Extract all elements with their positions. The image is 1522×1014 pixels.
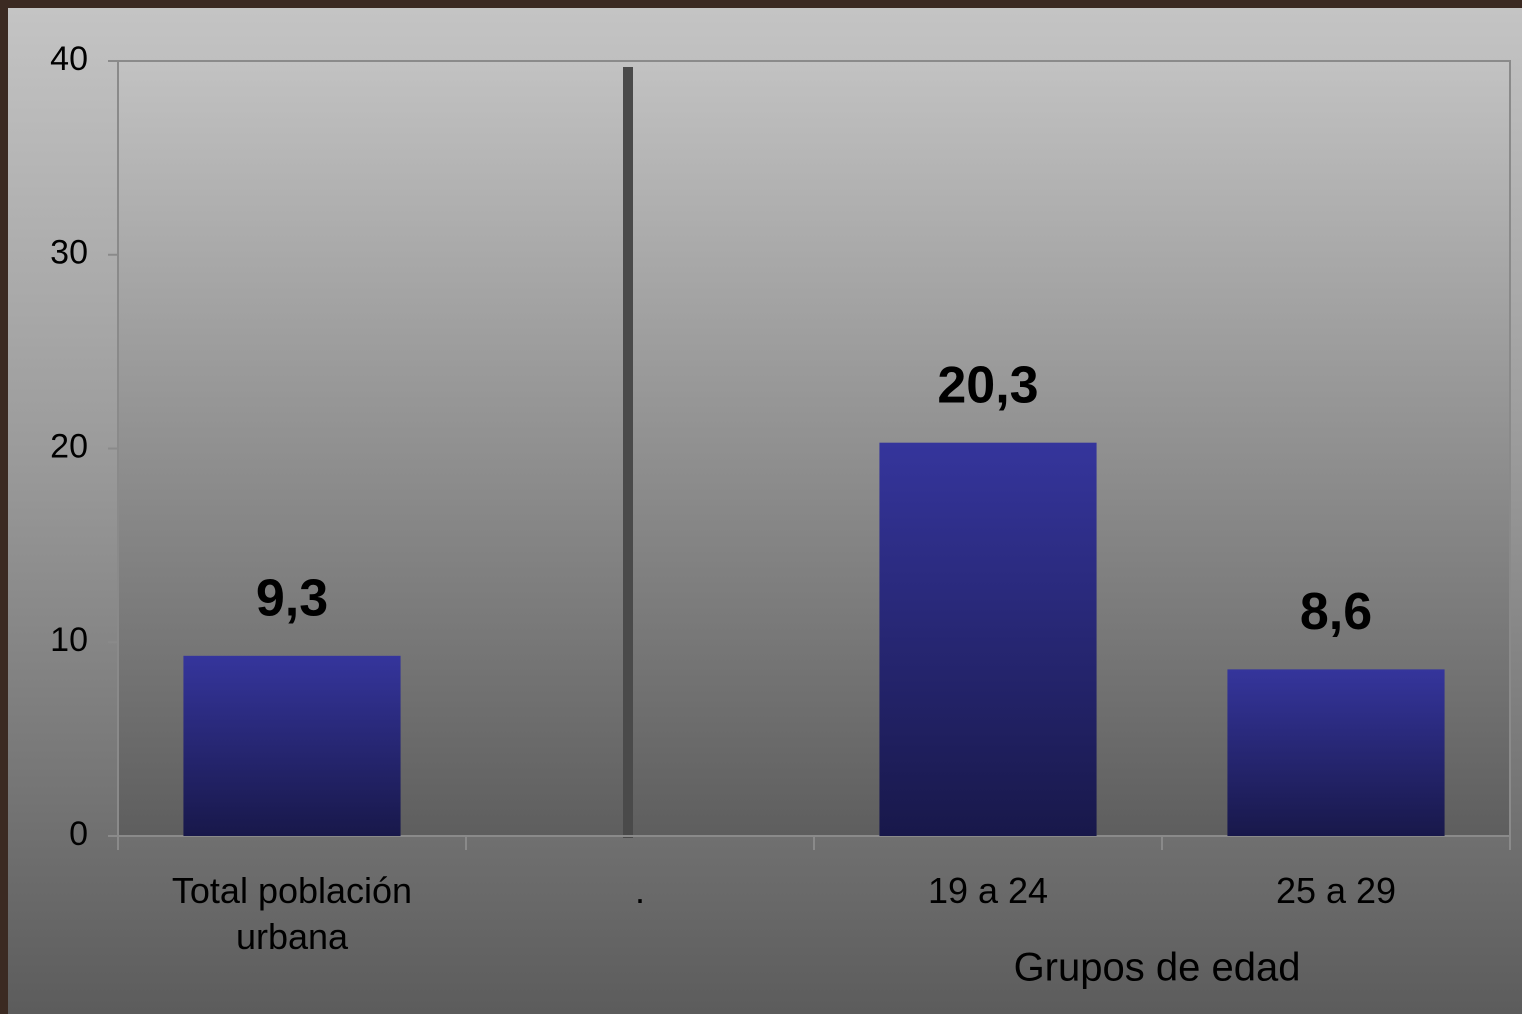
x-tick-label: .: [634, 870, 645, 911]
x-tick-label: Total población urbana: [171, 870, 413, 957]
x-tick-label: 19 a 24: [927, 870, 1049, 911]
value-label: 8,6: [1300, 583, 1372, 641]
x-axis-title: Grupos de edad: [1014, 946, 1301, 990]
bar: [879, 442, 1097, 836]
y-tick-label: 20: [50, 427, 88, 465]
bar: [1227, 669, 1445, 836]
value-label: 9,3: [256, 570, 328, 628]
bar: [183, 655, 401, 836]
y-tick-label: 30: [50, 234, 88, 272]
x-tick-label: 25 a 29: [1275, 870, 1397, 911]
y-tick-label: 0: [69, 815, 88, 853]
y-tick-label: 40: [50, 40, 88, 78]
y-tick-label: 10: [50, 621, 88, 659]
value-label: 20,3: [937, 356, 1038, 414]
